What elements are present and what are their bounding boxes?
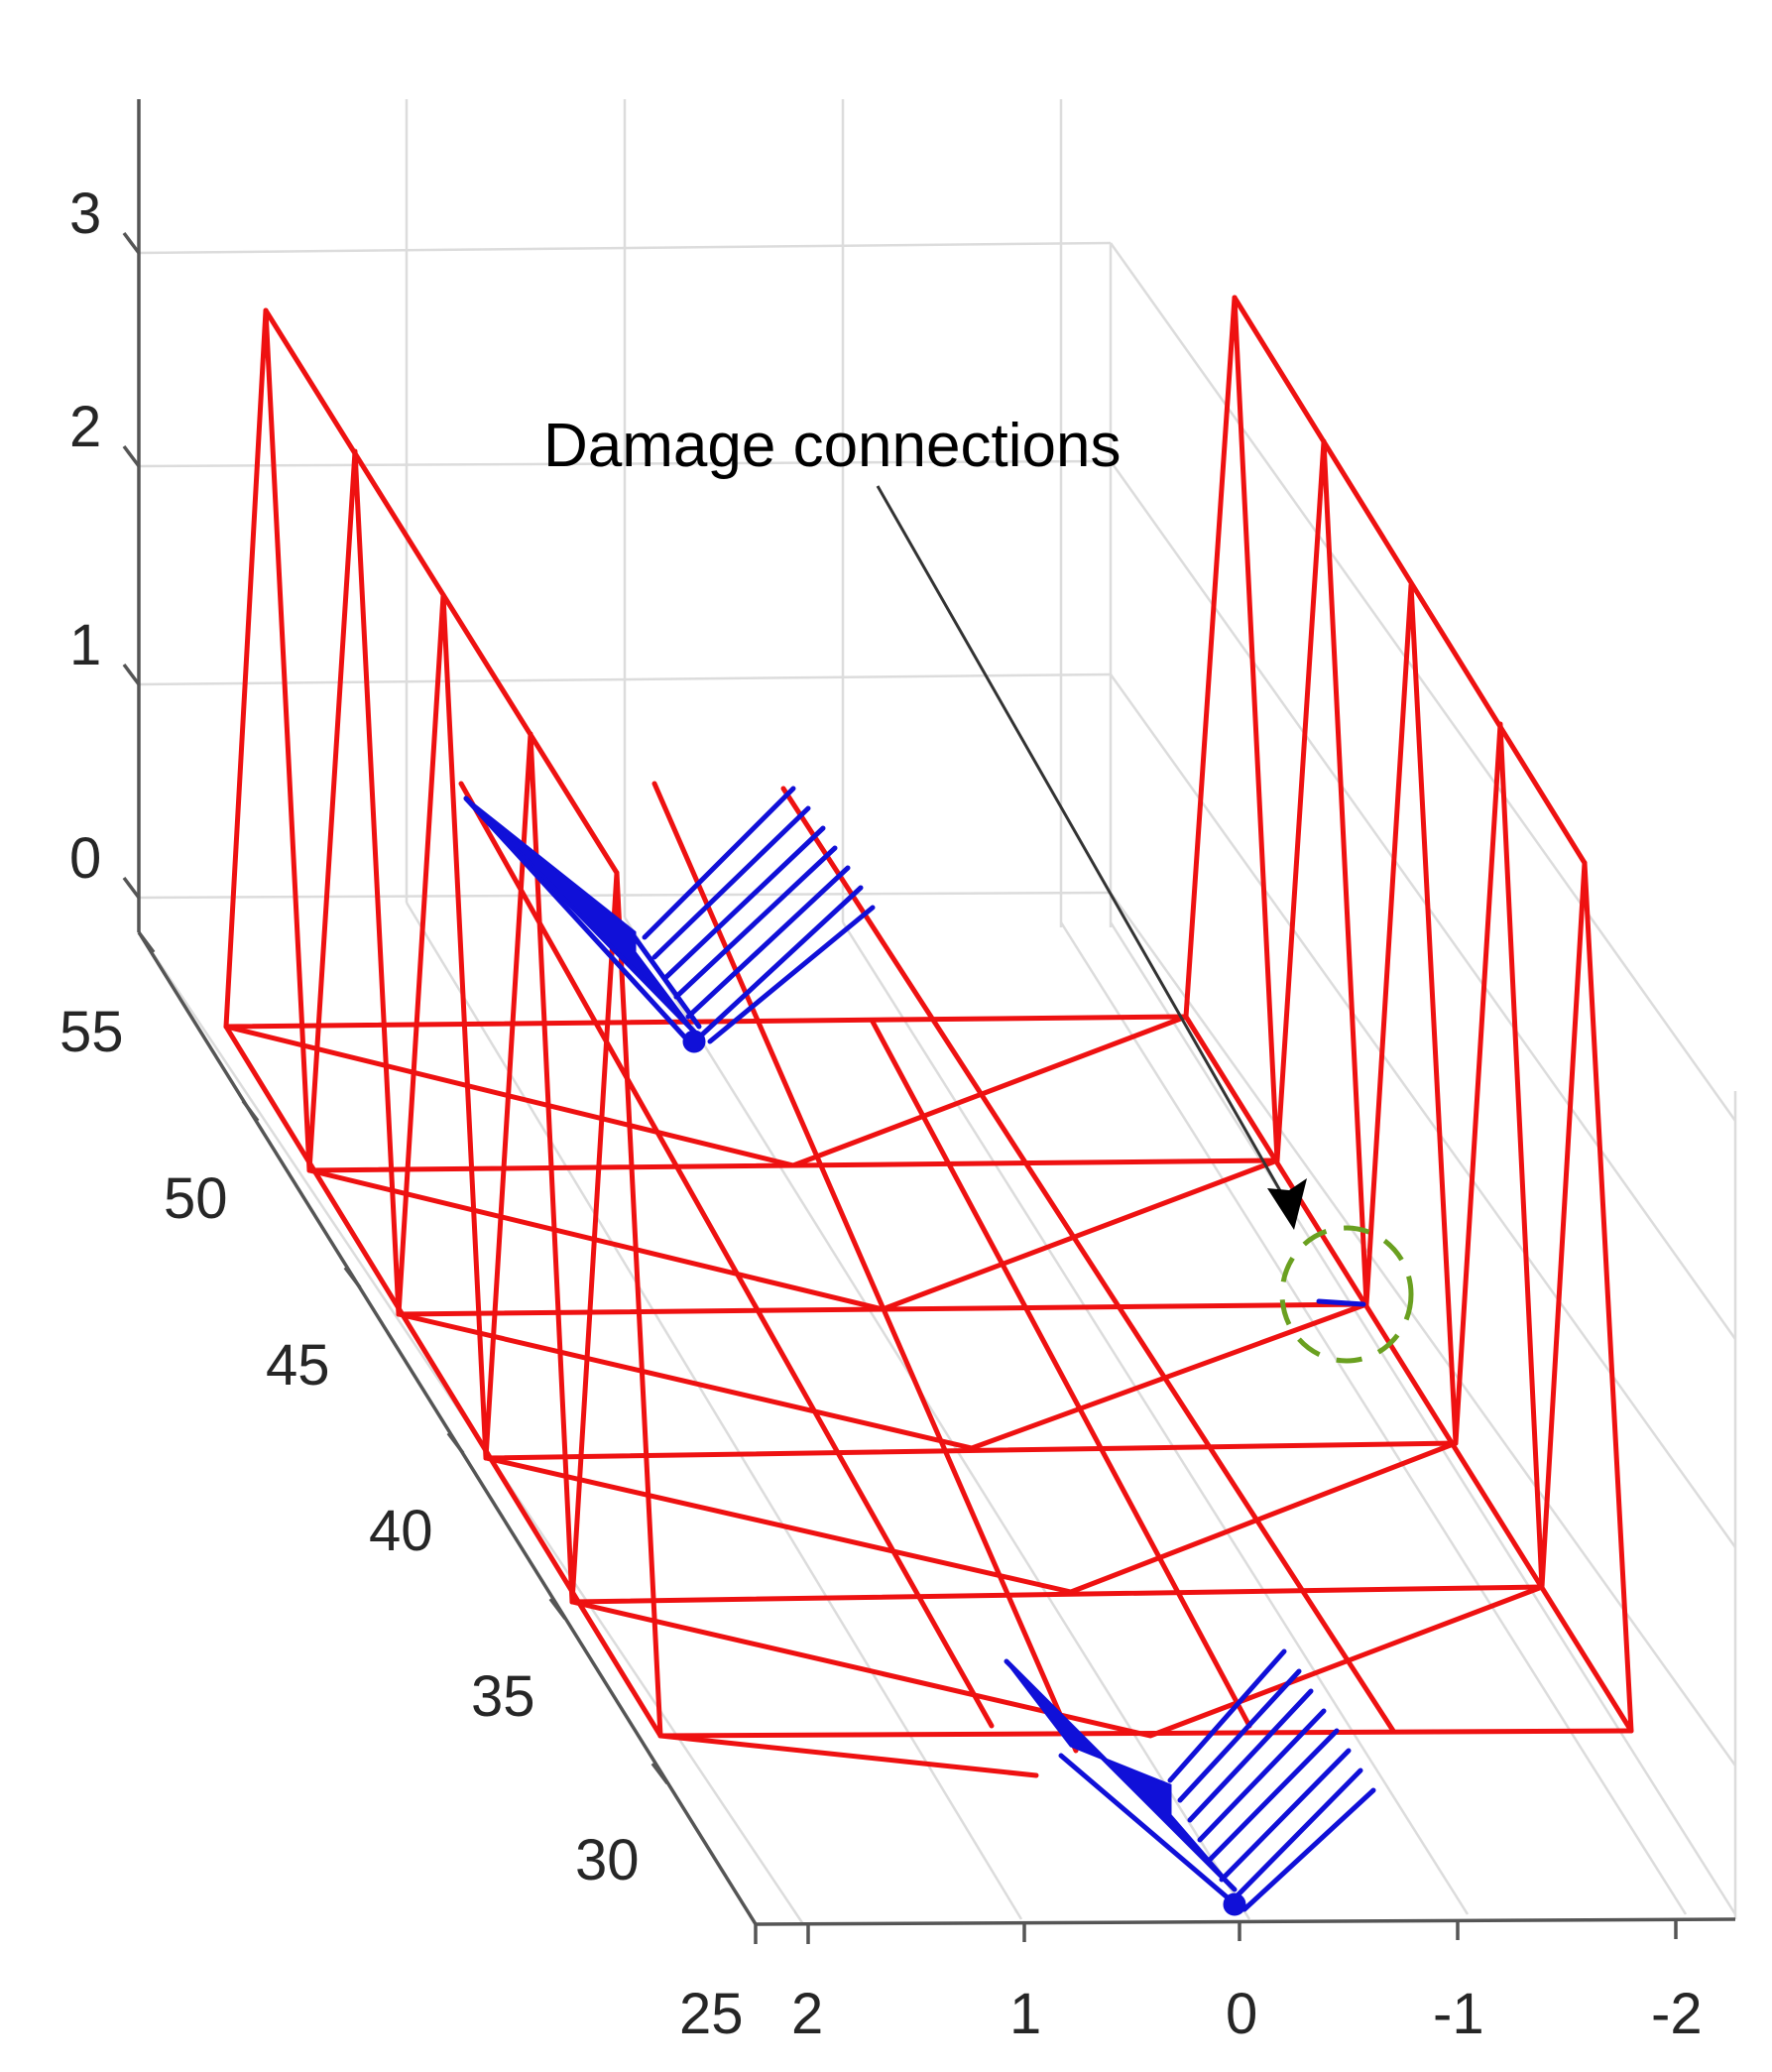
left-bottom-chord bbox=[223, 1024, 663, 1739]
damage-annotation: Damage connections bbox=[543, 412, 1307, 1230]
stringer bbox=[780, 786, 1396, 1734]
x-tick-label: 0 bbox=[1226, 1982, 1257, 2046]
lateral-bracing bbox=[396, 1301, 1369, 1451]
right-top-chord bbox=[1232, 295, 1588, 866]
background-grid bbox=[137, 99, 1737, 1925]
y-axis-line bbox=[137, 931, 758, 1925]
stringer bbox=[458, 781, 995, 1729]
y-tick-label: 25 bbox=[679, 1982, 744, 2046]
cross-beam bbox=[223, 1014, 1189, 1030]
annotation-label: Damage connections bbox=[543, 412, 1121, 480]
x-tick-label: -2 bbox=[1651, 1982, 1703, 2046]
annotation-pointer bbox=[876, 485, 1296, 1216]
axes bbox=[122, 99, 1736, 1944]
x-tick-label: 1 bbox=[1009, 1982, 1041, 2046]
y-tick-label: 55 bbox=[59, 1000, 124, 1064]
y-axis-tick-labels: 55 50 45 40 35 30 25 bbox=[59, 1000, 744, 2046]
z-tick-label: 0 bbox=[69, 826, 101, 891]
cross-beam bbox=[483, 1440, 1459, 1461]
y-tick-label: 50 bbox=[164, 1166, 228, 1231]
x-axis-tick-labels: 2 1 0 -1 -2 bbox=[791, 1982, 1703, 2046]
x-tick-label: -1 bbox=[1433, 1982, 1484, 2046]
lower-support-node bbox=[1223, 1892, 1246, 1916]
y-tick-label: 35 bbox=[471, 1664, 535, 1729]
annotation-arrowhead bbox=[1267, 1178, 1307, 1230]
z-tick-label: 3 bbox=[69, 182, 101, 246]
lateral-bracing bbox=[657, 1733, 1039, 1778]
damaged-connection bbox=[1316, 1298, 1366, 1307]
lateral-bracing bbox=[223, 1014, 1189, 1168]
x-axis-line bbox=[755, 1917, 1736, 1926]
upper-support-node bbox=[682, 1030, 706, 1053]
right-bottom-chord bbox=[1183, 1014, 1634, 1734]
upper-support bbox=[463, 786, 876, 1053]
y-tick-label: 40 bbox=[369, 1499, 433, 1563]
damage-circle bbox=[1279, 1225, 1414, 1364]
z-tick-label: 1 bbox=[69, 613, 101, 677]
y-tick-label: 45 bbox=[266, 1333, 330, 1398]
lower-support bbox=[1004, 1648, 1376, 1916]
x-tick-label: 2 bbox=[791, 1982, 823, 2046]
truss-structure bbox=[223, 295, 1634, 1778]
z-tick-label: 2 bbox=[69, 395, 101, 459]
stringer bbox=[870, 1019, 1252, 1729]
lateral-bracing bbox=[569, 1584, 1545, 1739]
damage-marker bbox=[1279, 1225, 1414, 1364]
lateral-bracing bbox=[306, 1158, 1280, 1312]
stringer bbox=[651, 781, 1079, 1754]
left-top-chord bbox=[263, 307, 620, 876]
lateral-bracing bbox=[483, 1440, 1459, 1595]
z-axis-tick-labels: 0 1 2 3 bbox=[69, 182, 101, 891]
cross-beam bbox=[569, 1584, 1545, 1605]
y-tick-label: 30 bbox=[575, 1828, 640, 1892]
